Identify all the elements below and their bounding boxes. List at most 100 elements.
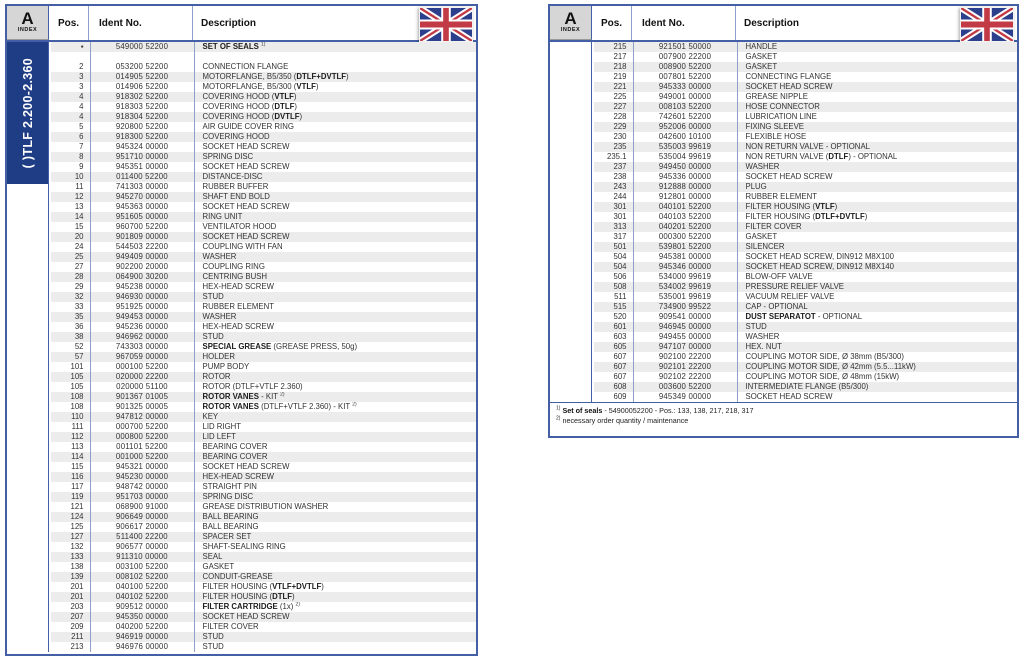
table-row: 101 000100 52200 PUMP BODY	[51, 362, 477, 372]
description-cell: RUBBER ELEMENT	[202, 302, 275, 311]
ident-cell: 000800 52200	[91, 432, 195, 442]
pos-cell: 603	[594, 332, 634, 342]
pos-cell: 3	[51, 72, 91, 82]
pos-cell: 114	[51, 452, 91, 462]
description-cell: SPECIAL GREASE (GREASE PRESS, 50g)	[202, 342, 358, 351]
pos-cell: 28	[51, 272, 91, 282]
ident-cell: 949453 00000	[91, 312, 195, 322]
ident-cell: 040101 52200	[634, 202, 738, 212]
table-row: 609 945349 00000 SOCKET HEAD SCREW	[594, 392, 1018, 402]
pos-cell: 25	[51, 252, 91, 262]
ident-cell: 544503 22200	[91, 242, 195, 252]
description-cell: HEX-HEAD SCREW	[202, 282, 274, 291]
description-cell: STUD	[202, 642, 224, 651]
pos-cell: ▪	[51, 42, 91, 52]
table-row: 506 534000 99619 BLOW-OFF VALVE	[594, 272, 1018, 282]
index-badge: A INDEX	[7, 6, 49, 40]
footnote-line: 2) necessary order quantity / maintenanc…	[556, 415, 689, 425]
description-cell: WASHER	[202, 312, 237, 321]
description-cell: SOCKET HEAD SCREW	[202, 202, 290, 211]
ident-cell: 951703 00000	[91, 492, 195, 502]
pos-cell: 14	[51, 212, 91, 222]
pos-cell: 133	[51, 552, 91, 562]
column-header-description: Description	[201, 17, 257, 29]
description-cell: SOCKET HEAD SCREW	[202, 612, 290, 621]
table-row: 227 008103 52200 HOSE CONNECTOR	[593, 102, 1017, 112]
pos-cell: 119	[51, 492, 91, 502]
description-cell: STUD	[202, 332, 224, 341]
ident-cell: 042600 10100	[634, 132, 738, 142]
ident-cell: 901809 00000	[91, 232, 195, 242]
description-cell: ROTOR (DTLF+VTLF 2.360)	[202, 382, 303, 391]
ident-cell: 960700 52200	[91, 222, 195, 232]
table-row: 15 960700 52200 VENTILATOR HOOD	[51, 222, 477, 232]
ident-cell: 008900 52200	[634, 62, 738, 72]
pos-cell: 138	[51, 562, 91, 572]
pos-cell: 501	[594, 242, 634, 252]
pos-cell: 230	[594, 132, 634, 142]
table-row: 133 911310 00000 SEAL	[50, 552, 476, 562]
description-cell: HEX-HEAD SCREW	[202, 472, 274, 481]
ident-cell: 949001 00000	[634, 92, 738, 102]
table-row: 243 912888 00000 PLUG	[593, 182, 1017, 192]
table-row: 139 008102 52200 CONDUIT-GREASE	[50, 572, 476, 582]
description-cell: COUPLING RING	[202, 262, 265, 271]
table-row: 229 952006 00000 FIXING SLEEVE	[593, 122, 1017, 132]
ident-cell: 003600 52200	[634, 382, 738, 392]
table-body: ( )TLF 2.200-2.360 ▪ 549000 52200 SET OF S…	[7, 42, 476, 652]
description-cell: STRAIGHT PIN	[202, 482, 257, 491]
table-row: 14 951605 00000 RING UNIT	[50, 212, 476, 222]
index-label: INDEX	[17, 27, 38, 33]
table-row: 317 000300 52200 GASKET	[594, 232, 1018, 242]
pos-cell: 227	[594, 102, 634, 112]
description-cell: GREASE DISTRIBUTION WASHER	[202, 502, 329, 511]
table-row: 7 945324 00000 SOCKET HEAD SCREW	[51, 142, 477, 152]
pos-cell: 4	[51, 102, 91, 112]
pos-cell: 607	[594, 352, 634, 362]
table-row: 608 003600 52200 INTERMEDIATE FLANGE (B5/3…	[593, 382, 1017, 392]
description-cell: SOCKET HEAD SCREW	[202, 232, 290, 241]
table-row: 218 008900 52200 GASKET	[593, 62, 1017, 72]
description-cell: SHAFT END BOLD	[202, 192, 270, 201]
description-cell: SOCKET HEAD SCREW	[745, 392, 833, 401]
column-header-pos: Pos.	[49, 6, 89, 40]
table-row: 38 946962 00000 STUD	[50, 332, 476, 342]
table-row: 138 003100 52200 GASKET	[51, 562, 477, 572]
pos-cell: 244	[594, 192, 634, 202]
table-header: A INDEX Pos. Ident No. Description	[550, 6, 1017, 42]
ident-cell: 951710 00000	[91, 152, 195, 162]
ident-cell: 549000 52200	[91, 42, 195, 52]
description-cell: FLEXIBLE HOSE	[745, 132, 807, 141]
table-row: 33 951925 00000 RUBBER ELEMENT	[51, 302, 477, 312]
description-cell: STUD	[202, 292, 224, 301]
description-cell: PUMP BODY	[202, 362, 250, 371]
pos-cell: 117	[51, 482, 91, 492]
table-row: 221 945333 00000 SOCKET HEAD SCREW	[593, 82, 1017, 92]
ident-cell: 040102 52200	[91, 592, 195, 602]
index-letter: A	[21, 9, 34, 28]
pos-cell: 4	[51, 112, 91, 122]
pos-cell: 301	[594, 212, 634, 222]
description-cell: FILTER HOUSING (DTLF+DVTLF)	[745, 212, 868, 221]
description-cell: STUD	[202, 632, 224, 641]
table-row: 601 946945 00000 STUD	[593, 322, 1017, 332]
ident-cell: 040100 52200	[91, 582, 195, 592]
table-row: 238 945336 00000 SOCKET HEAD SCREW	[594, 172, 1018, 182]
pos-cell: 3	[51, 82, 91, 92]
ident-cell: 007900 22200	[634, 52, 738, 62]
ident-cell: 918300 52200	[91, 132, 195, 142]
description-cell: FILTER HOUSING (DTLF)	[202, 592, 295, 601]
table-row: 209 040200 52200 FILTER COVER	[51, 622, 477, 632]
column-header-ident: Ident No.	[632, 6, 736, 40]
table-row: 111 000700 52200 LID RIGHT	[51, 422, 477, 432]
table-row: 230 042600 10100 FLEXIBLE HOSE	[594, 132, 1018, 142]
ident-cell: 945336 00000	[634, 172, 738, 182]
ident-cell: 945351 00000	[91, 162, 195, 172]
ident-cell: 534002 99619	[634, 282, 738, 292]
pos-cell: 10	[51, 172, 91, 182]
uk-flag-icon	[419, 7, 473, 42]
table-row: 515 734900 99522 CAP - OPTIONAL	[593, 302, 1017, 312]
column-header-ident: Ident No.	[89, 6, 193, 40]
ident-cell: 902200 20000	[91, 262, 195, 272]
